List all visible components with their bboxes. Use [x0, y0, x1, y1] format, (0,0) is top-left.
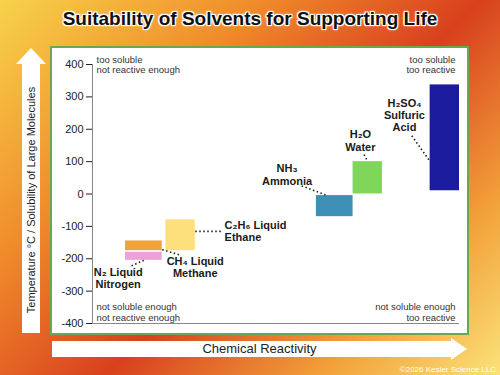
svg-text:-400: -400	[61, 317, 83, 329]
svg-text:NH₃Ammonia: NH₃Ammonia	[262, 162, 313, 186]
svg-text:H₂OWater: H₂OWater	[345, 128, 376, 152]
svg-text:100: 100	[65, 155, 83, 167]
svg-text:-300: -300	[61, 285, 83, 297]
svg-text:CH₄ LiquidMethane: CH₄ LiquidMethane	[167, 255, 224, 279]
svg-text:not soluble enoughtoo reactive: not soluble enoughtoo reactive	[375, 301, 455, 322]
svg-text:not soluble enoughnot reactive: not soluble enoughnot reactive enough	[97, 301, 180, 322]
svg-text:H₂SO₄SulfuricAcid: H₂SO₄SulfuricAcid	[384, 97, 425, 133]
html-text:Chemical Reactivity: Chemical Reactivity	[202, 341, 317, 356]
svg-text:0: 0	[77, 188, 83, 200]
svg-text:N₂ LiquidNitrogen: N₂ LiquidNitrogen	[94, 266, 143, 290]
svg-text:too solubletoo reactive: too solubletoo reactive	[406, 54, 455, 75]
html-text:Suitability of Solvents for Su: Suitability of Solvents for Supporting L…	[62, 8, 438, 29]
svg-text:-100: -100	[61, 220, 83, 232]
svg-text:too solublenot reactive enough: too solublenot reactive enough	[97, 54, 180, 75]
html-text:©2026 Kesler Science LLC: ©2026 Kesler Science LLC	[399, 365, 496, 374]
html-text:Temperature °C / Solubility of: Temperature °C / Solubility of Large Mol…	[25, 86, 37, 314]
svg-text:400: 400	[65, 58, 83, 70]
svg-text:C₂H₆ LiquidEthane: C₂H₆ LiquidEthane	[225, 219, 287, 243]
svg-text:-200: -200	[61, 252, 83, 264]
svg-text:300: 300	[65, 90, 83, 102]
svg-text:200: 200	[65, 123, 83, 135]
